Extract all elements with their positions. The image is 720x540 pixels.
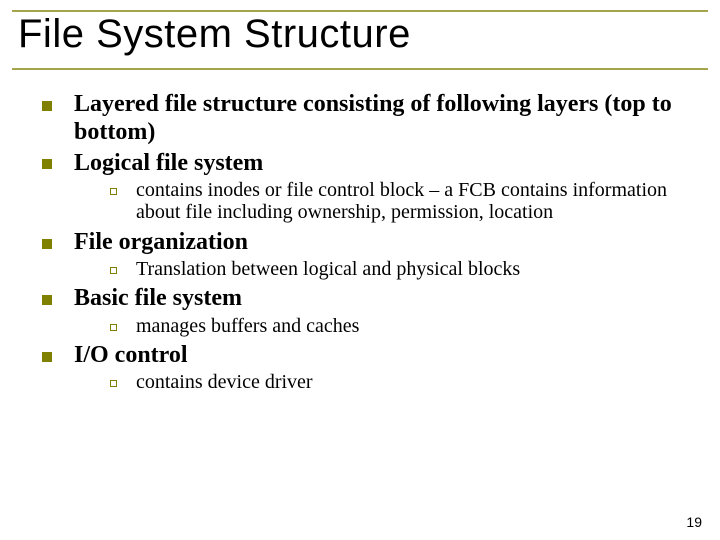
page-number: 19: [686, 514, 702, 530]
sub-list: manages buffers and caches: [74, 315, 696, 337]
list-item: Basic file system manages buffers and ca…: [40, 284, 696, 337]
sub-list: contains inodes or file control block – …: [74, 179, 696, 224]
title-rule-bottom: [12, 68, 708, 70]
list-item: Logical file system contains inodes or f…: [40, 149, 696, 224]
list-item-text: Basic file system: [74, 285, 242, 311]
sub-list-item: manages buffers and caches: [110, 315, 696, 337]
sub-list-item: contains inodes or file control block – …: [110, 179, 696, 224]
list-item: I/O control contains device driver: [40, 341, 696, 394]
list-item-text: Layered file structure consisting of fol…: [74, 91, 672, 145]
sub-list-item-text: Translation between logical and physical…: [136, 258, 520, 280]
list-item-text: Logical file system: [74, 150, 263, 176]
slide-body: Layered file structure consisting of fol…: [40, 90, 696, 398]
sub-list: Translation between logical and physical…: [74, 258, 696, 280]
sub-list-item-text: manages buffers and caches: [136, 315, 359, 337]
slide-title: File System Structure: [18, 12, 411, 57]
slide: File System Structure Layered file struc…: [0, 0, 720, 540]
list-item: File organization Translation between lo…: [40, 228, 696, 281]
list-item: Layered file structure consisting of fol…: [40, 90, 696, 147]
sub-list-item: Translation between logical and physical…: [110, 258, 696, 280]
sub-list-item: contains device driver: [110, 371, 696, 393]
bullet-list: Layered file structure consisting of fol…: [40, 90, 696, 394]
sub-list-item-text: contains device driver: [136, 371, 313, 393]
sub-list-item-text: contains inodes or file control block – …: [136, 179, 667, 223]
list-item-text: I/O control: [74, 342, 188, 368]
list-item-text: File organization: [74, 229, 248, 255]
sub-list: contains device driver: [74, 371, 696, 393]
